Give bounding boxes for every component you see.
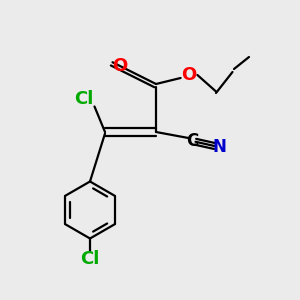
Text: C: C [186, 132, 198, 150]
Text: N: N [212, 138, 226, 156]
Text: O: O [182, 66, 196, 84]
Text: Cl: Cl [80, 250, 100, 268]
Text: O: O [112, 57, 128, 75]
Text: Cl: Cl [74, 90, 94, 108]
